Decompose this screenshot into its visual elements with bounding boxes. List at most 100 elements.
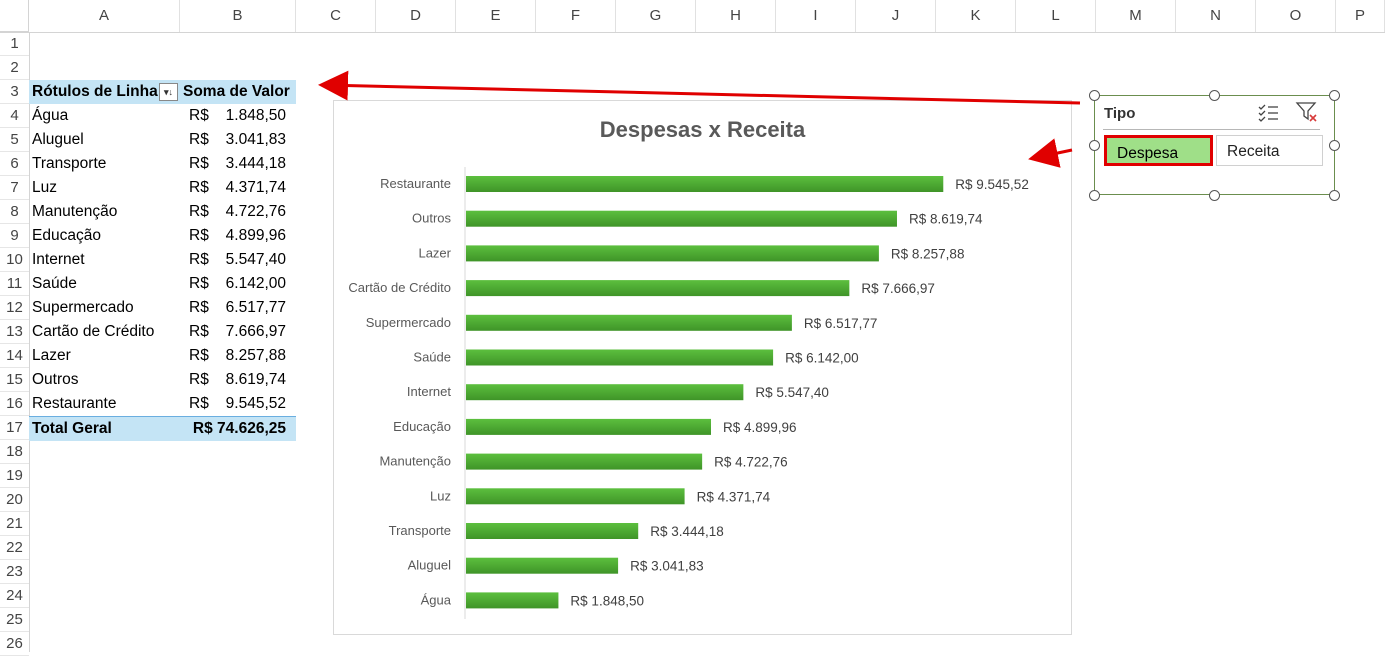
- column-header-i[interactable]: I: [776, 0, 856, 32]
- row-header-12[interactable]: 12: [0, 296, 29, 320]
- chart-category-label: Restaurante: [380, 176, 451, 191]
- row-header-20[interactable]: 20: [0, 488, 29, 512]
- column-header-p[interactable]: P: [1336, 0, 1385, 32]
- chart-title: Despesas x Receita: [599, 117, 806, 142]
- row-header-8[interactable]: 8: [0, 200, 29, 224]
- row-header-5[interactable]: 5: [0, 128, 29, 152]
- pivot-row-label: Supermercado: [32, 299, 134, 316]
- row-header-22[interactable]: 22: [0, 536, 29, 560]
- column-header-f[interactable]: F: [536, 0, 616, 32]
- pivot-row-currency: R$: [189, 371, 209, 388]
- row-header-2[interactable]: 2: [0, 56, 29, 80]
- pivot-row-label: Educação: [32, 227, 101, 244]
- column-header-b[interactable]: B: [180, 0, 296, 32]
- sort-filter-dropdown-icon[interactable]: ▾↓: [159, 83, 178, 101]
- pivot-row-value: 3.041,83: [225, 131, 286, 148]
- chart-category-label: Outros: [412, 211, 452, 226]
- chart-category-label: Cartão de Crédito: [348, 280, 451, 295]
- bar-chart[interactable]: Despesas x Receita Restaurante R$ 9.545,5…: [333, 100, 1072, 635]
- chart-data-label: R$ 3.444,18: [650, 524, 724, 539]
- chart-data-label: R$ 7.666,97: [861, 281, 935, 296]
- chart-bar: [466, 384, 744, 401]
- column-header-j[interactable]: J: [856, 0, 936, 32]
- row-header-23[interactable]: 23: [0, 560, 29, 584]
- pivot-total-value: R$ 74.626,25: [192, 420, 286, 437]
- chart-bar: [466, 453, 703, 470]
- column-header-h[interactable]: H: [696, 0, 776, 32]
- pivot-row-currency: R$: [189, 251, 209, 268]
- row-header-18[interactable]: 18: [0, 440, 29, 464]
- pivot-row-currency: R$: [189, 347, 209, 364]
- pivot-row: Restaurante R$ 9.545,52: [29, 392, 296, 416]
- row-header-10[interactable]: 10: [0, 248, 29, 272]
- slicer-option-receita[interactable]: Receita: [1216, 135, 1323, 166]
- column-header-g[interactable]: G: [616, 0, 696, 32]
- chart-data-label: R$ 4.371,74: [697, 489, 771, 504]
- row-header-16[interactable]: 16: [0, 392, 29, 416]
- slicer-option-despesa[interactable]: Despesa: [1104, 135, 1213, 166]
- column-header-d[interactable]: D: [376, 0, 456, 32]
- pivot-row: Luz R$ 4.371,74: [29, 176, 296, 200]
- pivot-row: Transporte R$ 3.444,18: [29, 152, 296, 176]
- column-header-l[interactable]: L: [1016, 0, 1096, 32]
- pivot-row-label: Aluguel: [32, 131, 84, 148]
- chart-bar: [466, 592, 559, 609]
- resize-handle-bottom[interactable]: [1209, 190, 1220, 201]
- resize-handle-top[interactable]: [1209, 90, 1220, 101]
- chart-data-label: R$ 3.041,83: [630, 559, 704, 574]
- column-header-c[interactable]: C: [296, 0, 376, 32]
- row-header-11[interactable]: 11: [0, 272, 29, 296]
- pivot-row: Educação R$ 4.899,96: [29, 224, 296, 248]
- row-header-13[interactable]: 13: [0, 320, 29, 344]
- slicer-tipo[interactable]: Tipo Despesa Receita: [1094, 95, 1335, 195]
- resize-handle-bottom-right[interactable]: [1329, 190, 1340, 201]
- chart-category-label: Internet: [407, 384, 451, 399]
- column-header-n[interactable]: N: [1176, 0, 1256, 32]
- clear-filter-icon[interactable]: [1295, 101, 1319, 123]
- pivot-row-value: 8.619,74: [225, 371, 286, 388]
- row-header-17[interactable]: 17: [0, 416, 29, 440]
- pivot-row-label: Cartão de Crédito: [32, 323, 155, 340]
- pivot-header-row: Rótulos de Linha ▾↓ Soma de Valor: [29, 80, 296, 104]
- row-header-4[interactable]: 4: [0, 104, 29, 128]
- pivot-row-currency: R$: [189, 179, 209, 196]
- multi-select-icon[interactable]: [1257, 102, 1279, 122]
- row-header-19[interactable]: 19: [0, 464, 29, 488]
- column-header-k[interactable]: K: [936, 0, 1016, 32]
- row-header-25[interactable]: 25: [0, 608, 29, 632]
- chart-category-label: Água: [421, 592, 452, 607]
- pivot-row-value: 6.142,00: [225, 275, 286, 292]
- chart-category-label: Luz: [430, 488, 451, 503]
- pivot-row-label: Lazer: [32, 347, 71, 364]
- pivot-row-currency: R$: [189, 203, 209, 220]
- row-header-1[interactable]: 1: [0, 32, 29, 56]
- row-header-24[interactable]: 24: [0, 584, 29, 608]
- chart-data-label: R$ 4.722,76: [714, 455, 788, 470]
- resize-handle-top-left[interactable]: [1089, 90, 1100, 101]
- row-header-14[interactable]: 14: [0, 344, 29, 368]
- column-header-o[interactable]: O: [1256, 0, 1336, 32]
- resize-handle-top-right[interactable]: [1329, 90, 1340, 101]
- chart-category-label: Transporte: [389, 523, 451, 538]
- chart-plot: Restaurante R$ 9.545,52 Outros R$ 8.619,74 L…: [348, 167, 1029, 619]
- chart-data-label: R$ 8.257,88: [891, 246, 965, 261]
- pivot-row: Outros R$ 8.619,74: [29, 368, 296, 392]
- column-header-a[interactable]: A: [29, 0, 180, 32]
- resize-handle-left[interactable]: [1089, 140, 1100, 151]
- row-header-21[interactable]: 21: [0, 512, 29, 536]
- row-header-26[interactable]: 26: [0, 632, 29, 656]
- pivot-row: Internet R$ 5.547,40: [29, 248, 296, 272]
- row-header-6[interactable]: 6: [0, 152, 29, 176]
- column-header-m[interactable]: M: [1096, 0, 1176, 32]
- slicer-title: Tipo: [1104, 105, 1136, 122]
- column-header-e[interactable]: E: [456, 0, 536, 32]
- row-header-3[interactable]: 3: [0, 80, 29, 104]
- resize-handle-bottom-left[interactable]: [1089, 190, 1100, 201]
- pivot-total-label: Total Geral: [32, 420, 112, 437]
- row-header-7[interactable]: 7: [0, 176, 29, 200]
- select-all-corner[interactable]: [0, 0, 29, 32]
- row-header-15[interactable]: 15: [0, 368, 29, 392]
- row-header-9[interactable]: 9: [0, 224, 29, 248]
- resize-handle-right[interactable]: [1329, 140, 1340, 151]
